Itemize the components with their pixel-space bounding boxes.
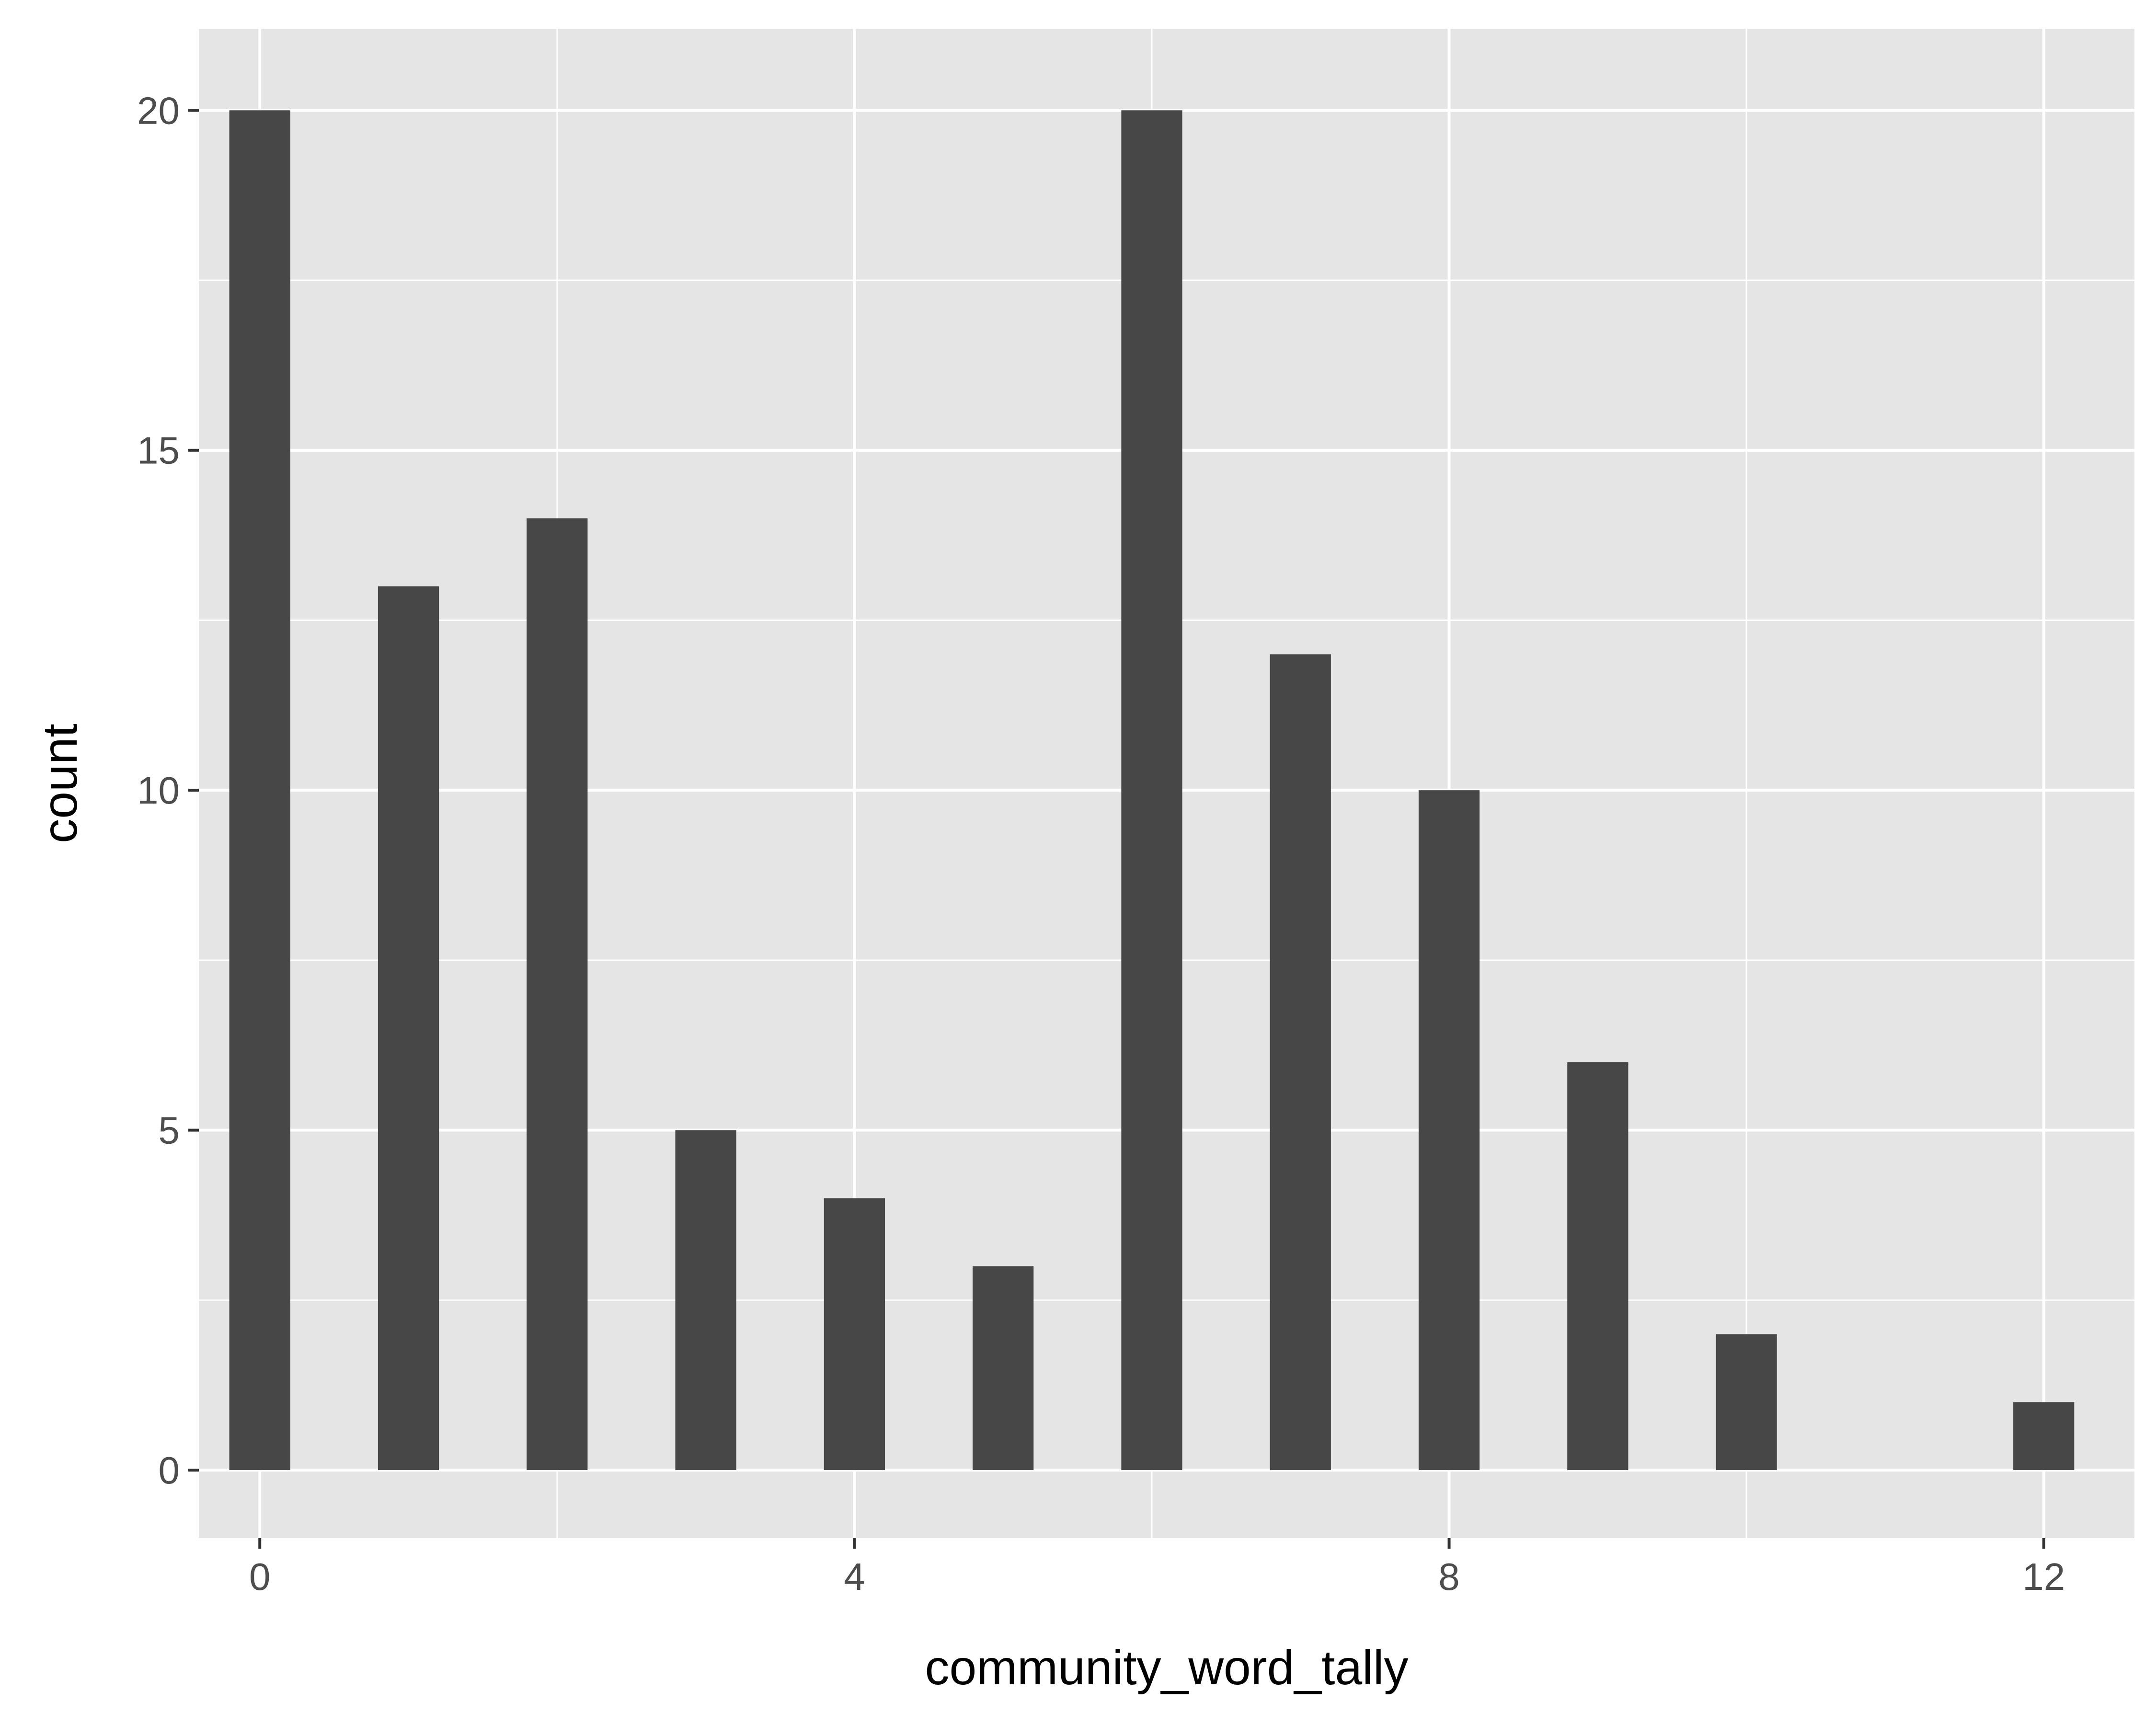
y-tick-label: 10 bbox=[137, 769, 180, 812]
y-axis-title: count bbox=[33, 724, 87, 843]
x-axis: 0 4 8 12 bbox=[249, 1538, 2065, 1598]
bar bbox=[1567, 1062, 1628, 1471]
bar bbox=[378, 586, 439, 1471]
bar bbox=[824, 1198, 885, 1471]
bar bbox=[527, 518, 588, 1471]
bar bbox=[2013, 1402, 2075, 1471]
y-tick-label: 0 bbox=[159, 1449, 180, 1492]
y-tick-label: 20 bbox=[137, 89, 180, 132]
bar bbox=[1270, 654, 1331, 1471]
x-axis-title: community_word_tally bbox=[925, 1640, 1408, 1695]
x-tick-label: 0 bbox=[249, 1555, 271, 1598]
bar bbox=[973, 1266, 1034, 1471]
bar bbox=[1716, 1334, 1777, 1471]
x-tick-label: 4 bbox=[844, 1555, 865, 1598]
bars bbox=[229, 110, 2075, 1471]
y-tick-label: 5 bbox=[159, 1109, 180, 1152]
y-axis: 0 5 10 15 20 bbox=[137, 89, 199, 1492]
x-tick-label: 8 bbox=[1438, 1555, 1460, 1598]
bar bbox=[1418, 790, 1480, 1471]
bar bbox=[1121, 110, 1182, 1471]
y-tick-label: 15 bbox=[137, 429, 180, 472]
bar bbox=[675, 1130, 736, 1471]
x-tick-label: 12 bbox=[2022, 1555, 2065, 1598]
bar bbox=[229, 110, 290, 1471]
